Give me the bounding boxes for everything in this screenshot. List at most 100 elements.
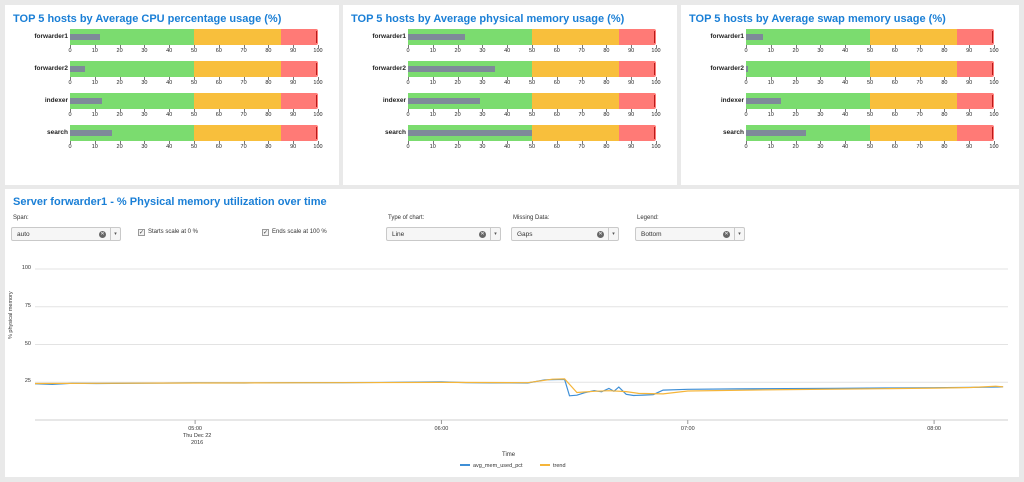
- tick-mark: [606, 109, 608, 112]
- tick-mark: [845, 77, 847, 80]
- red-band: [956, 61, 994, 77]
- tick-mark: [318, 109, 319, 112]
- tick-mark: [532, 77, 533, 80]
- tick-label: 20: [116, 80, 123, 86]
- yellow-band: [532, 61, 619, 77]
- legend-item-series-0[interactable]: avg_mem_used_pct: [460, 463, 523, 469]
- tick-label: 10: [91, 144, 98, 150]
- tick-label: 10: [767, 80, 774, 86]
- yellow-band: [870, 93, 957, 109]
- tick-label: 30: [479, 48, 486, 54]
- tick-label: 70: [916, 48, 923, 54]
- red-band: [618, 125, 656, 141]
- target-marker: [991, 63, 993, 75]
- tick-label: 80: [265, 80, 272, 86]
- tick-label: 60: [215, 48, 222, 54]
- tick-label: 20: [116, 48, 123, 54]
- cpu-usage-panel: TOP 5 hosts by Average CPU percentage us…: [5, 5, 339, 185]
- missing-data-select[interactable]: Gaps ✕ ▾: [511, 227, 619, 241]
- tick-mark: [845, 141, 847, 144]
- tick-mark: [457, 141, 459, 144]
- tick-label: 50: [190, 48, 198, 54]
- clear-icon[interactable]: ✕: [99, 231, 106, 238]
- tick-mark: [870, 141, 871, 144]
- tick-mark: [243, 141, 245, 144]
- tick-mark: [631, 45, 633, 48]
- chart-type-select[interactable]: Line ✕ ▾: [386, 227, 501, 241]
- green-band: [70, 29, 194, 45]
- chevron-down-icon[interactable]: ▾: [490, 228, 500, 240]
- swap-memory-panel: TOP 5 hosts by Average swap memory usage…: [681, 5, 1019, 185]
- host-label: forwarder1: [34, 33, 68, 40]
- tick-mark: [969, 45, 971, 48]
- clear-icon[interactable]: ✕: [479, 231, 486, 238]
- clear-icon[interactable]: ✕: [597, 231, 604, 238]
- tick-mark: [606, 45, 608, 48]
- tick-mark: [94, 45, 96, 48]
- tick-mark: [532, 45, 533, 48]
- yellow-band: [532, 29, 619, 45]
- series-line-trend[interactable]: [34, 378, 1004, 395]
- green-band: [746, 29, 870, 45]
- tick-label: 60: [215, 112, 222, 118]
- measure-bar: [70, 66, 85, 72]
- ends-scale-checkbox[interactable]: ✓ Ends scale at 100 %: [262, 229, 327, 236]
- chevron-down-icon[interactable]: ▾: [110, 228, 120, 240]
- target-marker: [653, 31, 655, 43]
- panel-title: TOP 5 hosts by Average CPU percentage us…: [13, 13, 282, 25]
- tick-mark: [994, 77, 995, 80]
- tick-label: 100: [313, 112, 323, 118]
- memory-utilization-panel: Server forwarder1 - % Physical memory ut…: [5, 189, 1019, 477]
- tick-mark: [944, 141, 946, 144]
- tick-mark: [631, 77, 633, 80]
- chevron-down-icon[interactable]: ▾: [734, 228, 744, 240]
- tick-label: 10: [767, 144, 774, 150]
- legend-select[interactable]: Bottom ✕ ▾: [635, 227, 745, 241]
- tick-label: 20: [792, 144, 799, 150]
- legend-label: avg_mem_used_pct: [473, 463, 523, 469]
- tick-label: 80: [941, 48, 948, 54]
- tick-label: 0: [68, 144, 72, 150]
- tick-label: 90: [290, 80, 297, 86]
- tick-label: 100: [651, 80, 661, 86]
- series-line-avg_mem_used_pct[interactable]: [34, 378, 1004, 397]
- tick-mark: [144, 141, 146, 144]
- checkbox-icon[interactable]: ✓: [138, 229, 145, 236]
- tick-label: 0: [68, 80, 72, 86]
- measure-bar: [70, 98, 103, 104]
- tick-label: 100: [651, 48, 661, 54]
- tick-mark: [318, 45, 319, 48]
- span-value: auto: [17, 231, 30, 238]
- yellow-band: [194, 29, 281, 45]
- checkbox-icon[interactable]: ✓: [262, 229, 269, 236]
- x-tick-label: 05:00: [188, 426, 202, 432]
- tick-label: 0: [68, 48, 72, 54]
- tick-label: 90: [628, 48, 635, 54]
- host-label: search: [47, 129, 68, 136]
- starts-scale-checkbox[interactable]: ✓ Starts scale at 0 %: [138, 229, 198, 236]
- tick-mark: [218, 109, 220, 112]
- tick-label: 80: [941, 80, 948, 86]
- tick-label: 20: [454, 144, 461, 150]
- tick-mark: [994, 109, 995, 112]
- host-label: forwarder1: [372, 33, 406, 40]
- yellow-band: [870, 61, 957, 77]
- tick-label: 0: [744, 144, 748, 150]
- tick-mark: [432, 141, 434, 144]
- tick-label: 70: [240, 112, 247, 118]
- clear-icon[interactable]: ✕: [723, 231, 730, 238]
- red-band: [618, 93, 656, 109]
- legend-item-series-1[interactable]: trend: [540, 463, 566, 469]
- tick-mark: [457, 109, 459, 112]
- yellow-band: [870, 125, 957, 141]
- tick-label: 80: [603, 112, 610, 118]
- tick-label: 10: [429, 80, 436, 86]
- tick-mark: [119, 141, 121, 144]
- tick-label: 0: [406, 112, 410, 118]
- chevron-down-icon[interactable]: ▾: [608, 228, 618, 240]
- tick-mark: [194, 45, 195, 48]
- tick-mark: [482, 141, 484, 144]
- y-tick-label: 100: [21, 265, 31, 271]
- span-select[interactable]: auto ✕ ▾: [11, 227, 121, 241]
- tick-mark: [919, 45, 921, 48]
